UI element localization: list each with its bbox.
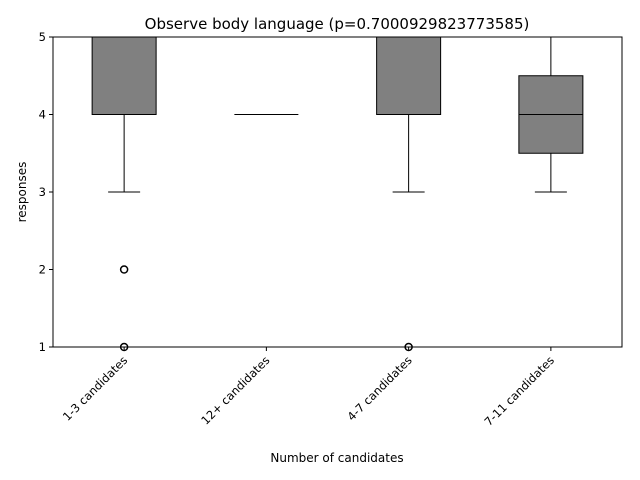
box-group — [518, 36, 584, 193]
box-group — [91, 36, 157, 352]
y-axis-label: responses — [15, 162, 29, 223]
x-tick-label: 12+ candidates — [198, 353, 272, 427]
y-tick-label: 3 — [39, 185, 46, 199]
chart-title: Observe body language (p=0.7000929823773… — [145, 15, 530, 33]
x-tick-label: 4-7 candidates — [344, 353, 414, 423]
iqr-box — [91, 36, 157, 115]
box-group — [376, 36, 442, 352]
plot-area — [91, 36, 584, 352]
iqr-box — [376, 36, 442, 115]
y-axis: 1 2 3 4 5 — [39, 30, 53, 354]
y-tick-label: 2 — [39, 263, 46, 277]
x-axis: 1-3 candidates 12+ candidates 4-7 candidat… — [60, 347, 557, 429]
y-tick-label: 4 — [39, 108, 46, 122]
x-tick-label: 1-3 candidates — [60, 353, 130, 423]
y-tick-label: 1 — [39, 340, 46, 354]
x-axis-label: Number of candidates — [270, 451, 403, 465]
x-tick-label: 7-11 candidates — [481, 353, 557, 429]
outlier-point — [119, 265, 129, 274]
y-tick-label: 5 — [39, 30, 46, 44]
